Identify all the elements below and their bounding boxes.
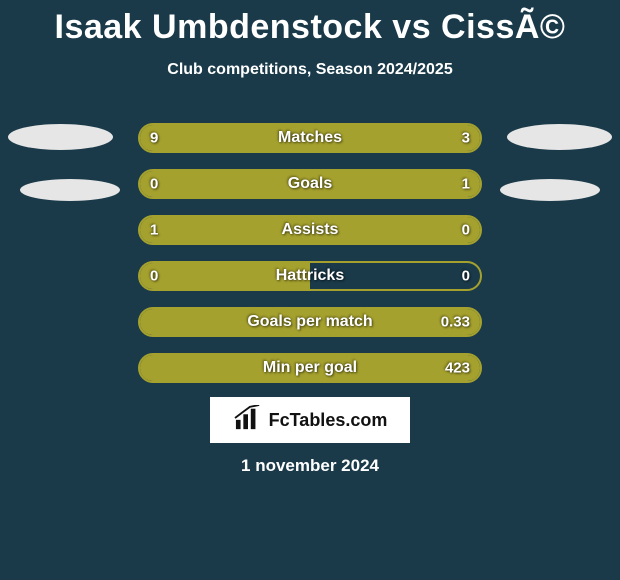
- bar-fill-left: [140, 171, 201, 197]
- bar-row: Min per goal423: [138, 353, 482, 383]
- page-title: Isaak Umbdenstock vs CissÃ©: [0, 0, 620, 47]
- bar-fill-left: [140, 125, 395, 151]
- fctables-logo: FcTables.com: [210, 397, 410, 443]
- comparison-bars: Matches93 Goals01 Assists10 Hattricks00 Goal…: [138, 123, 482, 399]
- bar-row: Goals per match0.33: [138, 307, 482, 337]
- bar-fill-right: [201, 171, 480, 197]
- logo-text: FcTables.com: [269, 410, 388, 431]
- bar-fill-right: [395, 125, 480, 151]
- chart-icon: [233, 405, 263, 436]
- bar-row: Assists10: [138, 215, 482, 245]
- bar-fill-left: [140, 355, 480, 381]
- bar-row: Hattricks00: [138, 261, 482, 291]
- player-shadow-left-top: [8, 124, 113, 150]
- player-shadow-left-bottom: [20, 179, 120, 201]
- player-shadow-right-top: [507, 124, 612, 150]
- bar-fill-left: [140, 263, 310, 289]
- bar-fill-left: [140, 309, 480, 335]
- comparison-infographic: Isaak Umbdenstock vs CissÃ© Club competi…: [0, 0, 620, 580]
- page-subtitle: Club competitions, Season 2024/2025: [0, 61, 620, 79]
- bar-row: Matches93: [138, 123, 482, 153]
- bar-fill-left: [140, 217, 480, 243]
- bar-value-right: 0: [462, 268, 470, 285]
- bar-row: Goals01: [138, 169, 482, 199]
- footer-date: 1 november 2024: [0, 456, 620, 476]
- player-shadow-right-bottom: [500, 179, 600, 201]
